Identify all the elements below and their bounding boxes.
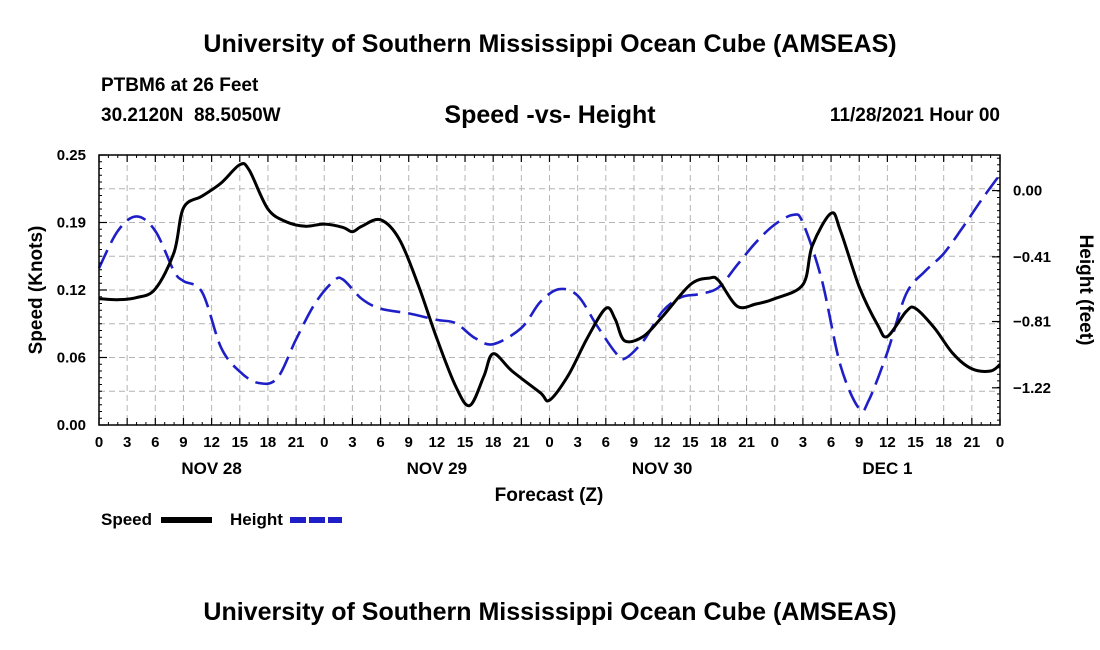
x-tick-label: 9: [630, 434, 638, 451]
x-tick-label: 21: [288, 434, 305, 451]
x-tick-label: 6: [376, 434, 384, 451]
x-tick-label: 9: [179, 434, 187, 451]
chart-subtitle: Speed -vs- Height: [444, 101, 656, 129]
x-tick-label: 15: [907, 434, 924, 451]
x-tick-label: 3: [799, 434, 807, 451]
x-tick-label: 12: [429, 434, 446, 451]
series-line-speed: [98, 162, 1001, 408]
x-tick-label: 0: [545, 434, 553, 451]
x-tick-label: 12: [879, 434, 896, 451]
series-line-height: [97, 173, 1002, 413]
x-tick-label: 6: [602, 434, 610, 451]
legend-height-label: Height: [230, 510, 283, 529]
grid: [99, 155, 1000, 425]
footer-title: University of Southern Mississippi Ocean…: [203, 598, 897, 626]
y-tick-label-right: 0.00: [1013, 183, 1042, 200]
x-tick-label: 9: [405, 434, 413, 451]
x-tick-label: 6: [151, 434, 159, 451]
x-tick-label: 6: [827, 434, 835, 451]
series-layer: [97, 162, 1002, 413]
x-tick-label: 18: [260, 434, 277, 451]
x-tick-label: 12: [654, 434, 671, 451]
y-tick-label-left: 0.00: [57, 417, 86, 434]
x-tick-label: 21: [513, 434, 530, 451]
y-tick-label-left: 0.25: [57, 147, 86, 164]
y-tick-label-left: 0.19: [57, 215, 86, 232]
x-tick-label: 3: [573, 434, 581, 451]
x-tick-label: 21: [738, 434, 755, 451]
legend-speed-label: Speed: [101, 510, 152, 529]
y-tick-label-right: −1.22: [1013, 380, 1051, 397]
y-axis-label-left: Speed (Knots): [26, 226, 47, 355]
x-tick-label: 12: [203, 434, 220, 451]
y-axis-label-right: Height (feet): [1075, 235, 1096, 346]
legend: Speed Height: [101, 510, 342, 529]
x-tick-label: 0: [95, 434, 103, 451]
forecast-datestamp: 11/28/2021 Hour 00: [829, 105, 1000, 126]
day-label: NOV 29: [407, 459, 467, 478]
x-tick-label: 21: [964, 434, 981, 451]
x-tick-label: 0: [320, 434, 328, 451]
y-tick-label-right: −0.81: [1013, 314, 1051, 331]
x-tick-label: 3: [348, 434, 356, 451]
x-tick-label: 0: [771, 434, 779, 451]
x-tick-label: 15: [682, 434, 699, 451]
x-tick-label: 18: [485, 434, 502, 451]
x-axis-label: Forecast (Z): [495, 485, 604, 506]
day-label: NOV 30: [632, 459, 692, 478]
station-coordinates: 30.2120N 88.5050W: [101, 105, 281, 126]
axes: 0 3 6 9 12 15 18 21 0 3 6 9 12 15 18 21 0 3 6 9 12 15 18 21 0 3 6 9…: [57, 147, 1051, 478]
y-tick-label-left: 0.12: [57, 282, 86, 299]
axis-labels: Forecast (Z) Speed (Knots) Height (feet): [26, 226, 1096, 506]
x-tick-label: 15: [231, 434, 248, 451]
x-tick-label: 15: [457, 434, 474, 451]
x-tick-label: 18: [710, 434, 727, 451]
y-tick-label-left: 0.06: [57, 350, 86, 367]
page-title: University of Southern Mississippi Ocean…: [203, 30, 897, 58]
x-tick-label: 3: [123, 434, 131, 451]
day-label: NOV 28: [181, 459, 241, 478]
x-tick-label: 0: [996, 434, 1004, 451]
y-tick-label-right: −0.41: [1013, 249, 1051, 266]
x-tick-label: 9: [855, 434, 863, 451]
x-tick-label: 18: [935, 434, 952, 451]
station-label: PTBM6 at 26 Feet: [101, 75, 259, 96]
day-label: DEC 1: [862, 459, 912, 478]
